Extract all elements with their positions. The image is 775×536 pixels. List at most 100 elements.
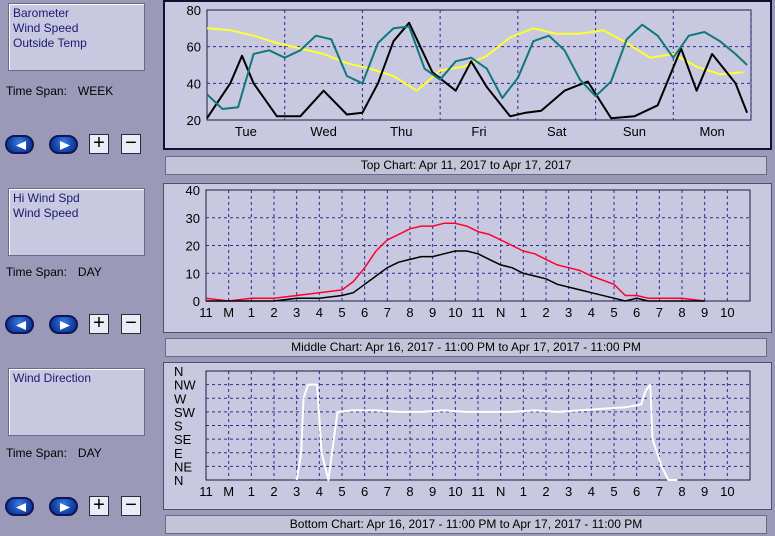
x-tick-label: 1 [248, 484, 255, 499]
legend-item: Barometer [13, 6, 70, 20]
y-tick-label: 80 [187, 3, 201, 18]
x-tick-label: 6 [633, 305, 640, 320]
bottom-chart-panel[interactable]: 11 M 1 2 3 4 5 6 7 8 9 10 11 N 1 2 3 4 5 6 7 8 9 10 N NW W SW S SE E NE… [163, 362, 772, 510]
y-tick-label: NE [174, 459, 192, 474]
x-tick-label: 5 [338, 484, 345, 499]
zoom-in-button[interactable]: + [89, 133, 109, 154]
x-tick-label: 9 [701, 305, 708, 320]
x-tick-label: 9 [429, 484, 436, 499]
x-tick-label: 2 [270, 484, 277, 499]
arrow-left-icon [16, 141, 26, 150]
x-tick-label: 8 [678, 484, 685, 499]
x-tick-label: 4 [588, 484, 595, 499]
x-tick-label: 7 [384, 305, 391, 320]
legend-box-top: Barometer Wind Speed Outside Temp [8, 3, 145, 71]
y-tick-label: S [174, 419, 183, 434]
y-tick-label: 60 [187, 40, 201, 55]
legend-box-bottom: Wind Direction [8, 368, 145, 436]
zoom-in-button[interactable]: + [89, 495, 109, 516]
series-wind-speed [206, 21, 749, 120]
next-button[interactable] [49, 497, 78, 516]
zoom-out-button[interactable]: − [121, 313, 141, 334]
top-chart-panel[interactable]: Tue Wed Thu Fri Sat Sun Mon 20 40 60 80 [163, 0, 772, 150]
series-outside-temp [206, 23, 748, 110]
middle-chart-panel[interactable]: 11 M 1 2 3 4 5 6 7 8 9 10 11 N 1 2 3 4 5 6 7 8 9 10 0 10 20 30 40 [163, 183, 772, 333]
x-tick-label: 9 [429, 305, 436, 320]
prev-button[interactable] [5, 315, 34, 334]
arrow-right-icon [60, 503, 70, 512]
top-chart: Tue Wed Thu Fri Sat Sun Mon 20 40 60 80 [187, 3, 752, 139]
x-tick-label: Fri [471, 124, 486, 139]
y-tick-label: 20 [187, 113, 201, 128]
x-tick-label: 5 [610, 305, 617, 320]
series-wind-direction [295, 383, 678, 481]
x-tick-label: 10 [720, 305, 734, 320]
y-tick-label: 0 [193, 294, 200, 309]
x-tick-label: 1 [520, 484, 527, 499]
x-tick-label: 3 [293, 484, 300, 499]
y-tick-label: SE [174, 432, 192, 447]
legend-box-middle: Hi Wind Spd Wind Speed [8, 188, 145, 256]
zoom-out-button[interactable]: − [121, 495, 141, 516]
x-tick-label: 7 [656, 305, 663, 320]
x-tick-label: 6 [361, 305, 368, 320]
x-tick-label: 3 [293, 305, 300, 320]
arrow-right-icon [60, 321, 70, 330]
zoom-out-button[interactable]: − [121, 133, 141, 154]
x-tick-label: 3 [565, 484, 572, 499]
x-tick-label: 10 [448, 305, 462, 320]
x-tick-label: 4 [316, 305, 323, 320]
x-tick-label: 5 [338, 305, 345, 320]
series-wind-speed [206, 250, 705, 302]
x-tick-label: 1 [248, 305, 255, 320]
x-tick-label: 6 [633, 484, 640, 499]
x-tick-label: 8 [406, 305, 413, 320]
x-tick-label: N [496, 305, 505, 320]
next-button[interactable] [49, 315, 78, 334]
x-tick-label: 2 [542, 305, 549, 320]
zoom-in-button[interactable]: + [89, 313, 109, 334]
time-span-label: Time Span: [6, 265, 67, 279]
x-tick-label: 7 [656, 484, 663, 499]
time-span-value: DAY [77, 446, 102, 460]
next-button[interactable] [49, 135, 78, 154]
x-tick-label: 4 [316, 484, 323, 499]
plot-area [206, 9, 752, 121]
x-tick-label: 1 [520, 305, 527, 320]
time-span-top: Time Span: WEEK [6, 84, 113, 98]
x-tick-label: 10 [720, 484, 734, 499]
arrow-left-icon [16, 503, 26, 512]
x-tick-label: 11 [199, 305, 213, 320]
arrow-left-icon [16, 321, 26, 330]
legend-item: Outside Temp [13, 36, 87, 50]
y-tick-label: W [174, 391, 187, 406]
x-tick-label: 11 [199, 484, 213, 499]
y-tick-label: 30 [186, 211, 200, 226]
x-tick-label: M [223, 305, 234, 320]
x-tick-label: Thu [390, 124, 412, 139]
time-span-value: WEEK [77, 84, 114, 98]
legend-item: Wind Speed [13, 206, 79, 220]
prev-button[interactable] [5, 135, 34, 154]
x-tick-label: Mon [699, 124, 724, 139]
y-tick-label: N [174, 364, 183, 379]
x-tick-label: 11 [471, 305, 485, 320]
time-span-label: Time Span: [6, 84, 67, 98]
prev-button[interactable] [5, 497, 34, 516]
x-tick-label: Sun [623, 124, 646, 139]
x-tick-label: 11 [471, 484, 485, 499]
x-tick-label: 6 [361, 484, 368, 499]
bottom-chart-caption: Bottom Chart: Apr 16, 2017 - 11:00 PM to… [165, 515, 767, 534]
y-tick-label: SW [174, 405, 196, 420]
top-chart-caption: Top Chart: Apr 11, 2017 to Apr 17, 2017 [165, 156, 767, 175]
legend-item: Wind Speed [13, 21, 79, 35]
y-tick-label: 40 [187, 76, 201, 91]
time-span-middle: Time Span: DAY [6, 265, 102, 279]
legend-item: Hi Wind Spd [13, 191, 80, 205]
x-tick-label: 2 [542, 484, 549, 499]
series-hi-wind-spd [205, 222, 705, 302]
x-tick-label: 7 [384, 484, 391, 499]
x-tick-label: 4 [588, 305, 595, 320]
time-span-value: DAY [77, 265, 102, 279]
x-tick-label: 10 [448, 484, 462, 499]
